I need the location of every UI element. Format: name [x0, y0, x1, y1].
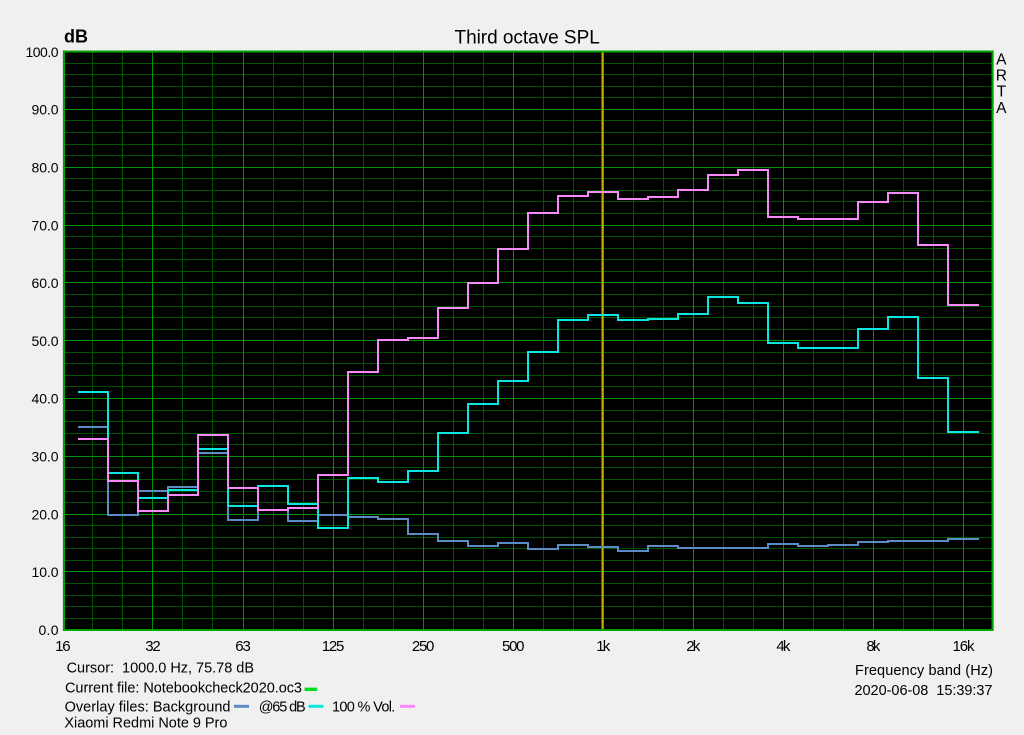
svg-text:500: 500	[502, 638, 525, 655]
svg-text:A: A	[996, 100, 1007, 117]
svg-text:60.0: 60.0	[32, 275, 59, 291]
svg-text:100 % Vol.: 100 % Vol.	[332, 699, 395, 715]
svg-text:10.0: 10.0	[32, 564, 59, 580]
svg-text:50.0: 50.0	[32, 333, 59, 349]
svg-text:20.0: 20.0	[32, 506, 59, 522]
svg-text:A: A	[996, 52, 1007, 69]
svg-text:Cursor: 1000.0 Hz, 75.78 dB: Cursor: 1000.0 Hz, 75.78 dB	[67, 661, 254, 677]
svg-text:R: R	[996, 68, 1007, 85]
svg-text:125: 125	[322, 638, 345, 655]
svg-text:0.0: 0.0	[39, 622, 59, 638]
svg-text:40.0: 40.0	[32, 391, 59, 407]
svg-text:63: 63	[235, 638, 251, 655]
svg-text:2k: 2k	[686, 638, 701, 655]
svg-text:8k: 8k	[866, 638, 881, 655]
svg-text:Third octave SPL: Third octave SPL	[455, 28, 600, 49]
svg-text:16: 16	[55, 638, 71, 655]
svg-text:T: T	[997, 84, 1007, 101]
svg-text:16k: 16k	[953, 638, 976, 655]
svg-text:dB: dB	[64, 27, 88, 47]
svg-text:70.0: 70.0	[32, 217, 59, 233]
svg-text:2020-06-08 15:39:37: 2020-06-08 15:39:37	[855, 683, 993, 699]
svg-text:Current file: Notebookcheck202: Current file: Notebookcheck2020.oc3	[65, 681, 302, 697]
svg-text:Frequency band (Hz): Frequency band (Hz)	[855, 663, 993, 679]
svg-text:250: 250	[412, 638, 435, 655]
svg-text:100.0: 100.0	[26, 44, 59, 60]
svg-text:90.0: 90.0	[32, 102, 59, 118]
svg-text:32: 32	[145, 638, 161, 655]
svg-text:Overlay files: Background: Overlay files: Background	[65, 699, 231, 715]
svg-text:30.0: 30.0	[32, 449, 59, 465]
svg-text:80.0: 80.0	[32, 159, 59, 175]
svg-text:4k: 4k	[776, 638, 791, 655]
svg-text:1k: 1k	[596, 638, 611, 655]
svg-text:Xiaomi Redmi Note 9 Pro: Xiaomi Redmi Note 9 Pro	[64, 716, 227, 732]
svg-text:@65 dB: @65 dB	[259, 699, 306, 715]
